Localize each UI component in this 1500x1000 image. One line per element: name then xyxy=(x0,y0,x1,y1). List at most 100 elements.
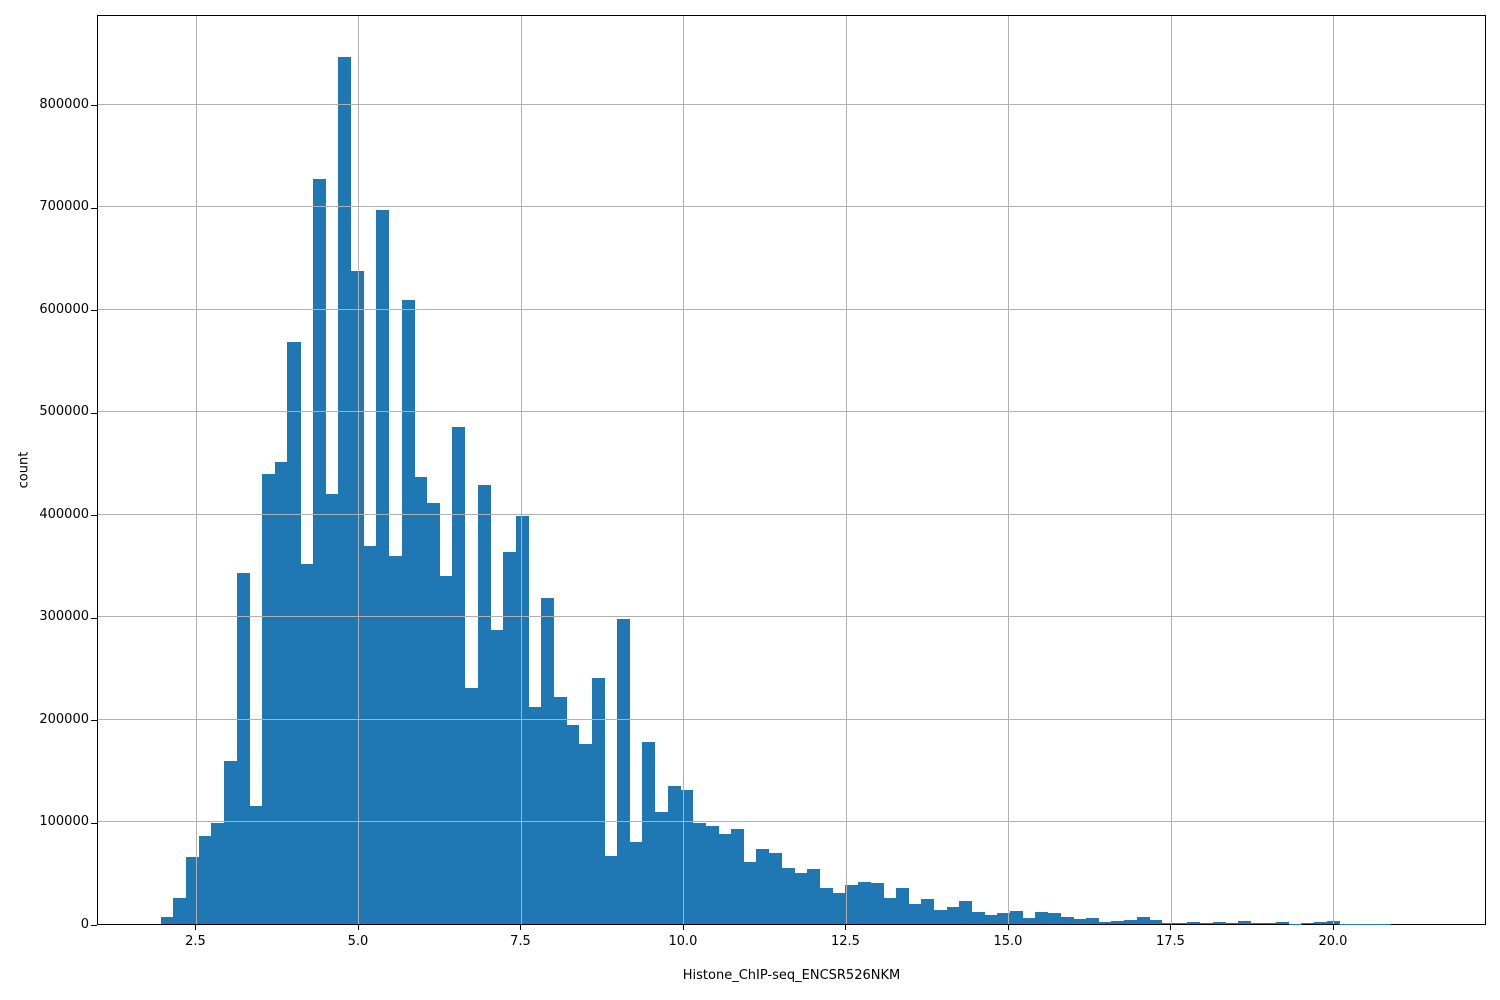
histogram-bar xyxy=(477,485,491,924)
histogram-bar xyxy=(1314,922,1328,924)
histogram-bar xyxy=(1263,923,1277,924)
histogram-bar xyxy=(933,909,947,924)
histogram-bar xyxy=(236,572,250,924)
histogram-bar xyxy=(540,598,555,924)
x-tick-label: 17.5 xyxy=(1155,934,1185,949)
y-tick-mark xyxy=(91,412,97,414)
gridline-horizontal xyxy=(98,206,1485,208)
histogram-bar xyxy=(553,696,567,924)
histogram-bar xyxy=(363,545,377,924)
histogram-bar xyxy=(1009,911,1023,924)
x-tick-label: 10.0 xyxy=(668,934,698,949)
histogram-bar xyxy=(1035,911,1049,924)
histogram-bar xyxy=(1162,922,1176,924)
histogram-bar xyxy=(693,822,707,924)
histogram-bar xyxy=(705,825,719,924)
histogram-bar xyxy=(819,888,833,924)
y-tick-mark xyxy=(91,515,97,517)
histogram-bar xyxy=(756,849,770,924)
histogram-bar xyxy=(224,761,238,924)
histogram-bar xyxy=(287,341,301,924)
histogram-bar xyxy=(401,299,415,924)
x-tick-label: 2.5 xyxy=(185,934,206,949)
histogram-bar xyxy=(426,502,440,924)
x-tick-mark xyxy=(682,925,684,930)
bars-layer xyxy=(98,16,1485,924)
histogram-bar xyxy=(895,888,909,924)
histogram-bar xyxy=(1225,922,1239,924)
histogram-bar xyxy=(1174,922,1188,924)
x-tick-label: 7.5 xyxy=(510,934,531,949)
gridline-horizontal xyxy=(98,821,1485,823)
histogram-bar xyxy=(1098,922,1112,924)
y-tick-mark xyxy=(91,925,97,926)
gridline-vertical xyxy=(1008,16,1010,924)
histogram-bar xyxy=(959,901,973,924)
x-tick-label: 15.0 xyxy=(993,934,1023,949)
gridline-vertical xyxy=(195,16,197,924)
x-tick-label: 5.0 xyxy=(347,934,369,949)
histogram-bar xyxy=(502,552,516,924)
histogram-bar xyxy=(350,271,364,924)
gridline-horizontal xyxy=(98,411,1485,413)
x-tick-mark xyxy=(845,925,847,930)
histogram-bar xyxy=(1149,919,1163,924)
histogram-bar xyxy=(743,861,757,924)
histogram-bar xyxy=(262,474,276,924)
histogram-bar xyxy=(604,856,618,924)
histogram-bar xyxy=(984,915,998,924)
histogram-bar xyxy=(1200,922,1214,924)
y-tick-mark xyxy=(91,617,97,619)
histogram-bar xyxy=(642,741,656,924)
histogram-bar xyxy=(198,835,212,924)
histogram-bar xyxy=(845,885,859,924)
histogram-bar xyxy=(1022,917,1036,924)
histogram-bar xyxy=(578,743,593,924)
x-axis-label: Histone_ChIP-seq_ENCSR526NKM xyxy=(682,968,901,983)
histogram-bar xyxy=(312,179,326,924)
histogram-bar xyxy=(1187,922,1201,924)
histogram-bar xyxy=(376,209,390,924)
histogram-bar xyxy=(769,853,783,924)
histogram-bar xyxy=(1136,917,1150,924)
histogram-bar xyxy=(1060,917,1074,924)
histogram-bar xyxy=(1123,919,1138,924)
y-tick-label: 0 xyxy=(80,916,89,932)
histogram-bar xyxy=(566,725,580,924)
y-tick-label: 200000 xyxy=(39,711,89,727)
x-tick-mark xyxy=(1332,925,1334,930)
histogram-bar xyxy=(617,618,631,924)
x-tick-mark xyxy=(1170,925,1172,930)
gridline-horizontal xyxy=(98,718,1485,720)
y-tick-mark xyxy=(91,207,97,209)
histogram-bar xyxy=(1085,917,1100,924)
x-tick-mark xyxy=(520,925,522,930)
y-tick-label: 700000 xyxy=(39,199,89,215)
gridline-horizontal xyxy=(98,103,1485,105)
histogram-bar xyxy=(655,812,669,924)
y-tick-label: 600000 xyxy=(39,301,89,317)
gridline-vertical xyxy=(1333,16,1335,924)
gridline-vertical xyxy=(845,16,847,924)
plot-area xyxy=(97,15,1486,925)
x-tick-mark xyxy=(1007,925,1009,930)
histogram-bar xyxy=(325,493,339,924)
histogram-bar xyxy=(731,828,745,924)
histogram-bar xyxy=(781,867,795,924)
histogram-bar xyxy=(908,903,922,924)
y-tick-label: 800000 xyxy=(39,96,89,112)
histogram-bar xyxy=(971,911,985,924)
histogram-bar xyxy=(629,842,643,924)
histogram-bar xyxy=(464,688,478,924)
y-axis-label: count xyxy=(16,451,32,489)
histogram-bar xyxy=(388,556,402,924)
gridline-vertical xyxy=(683,16,685,924)
histogram-bar xyxy=(173,898,187,924)
grid-layer xyxy=(98,16,1485,924)
histogram-bar xyxy=(300,564,314,924)
histogram-bar xyxy=(921,899,935,924)
histogram-bar xyxy=(452,426,466,924)
histogram-bar xyxy=(997,912,1011,924)
histogram-bar xyxy=(211,822,225,924)
gridline-vertical xyxy=(1170,16,1172,924)
